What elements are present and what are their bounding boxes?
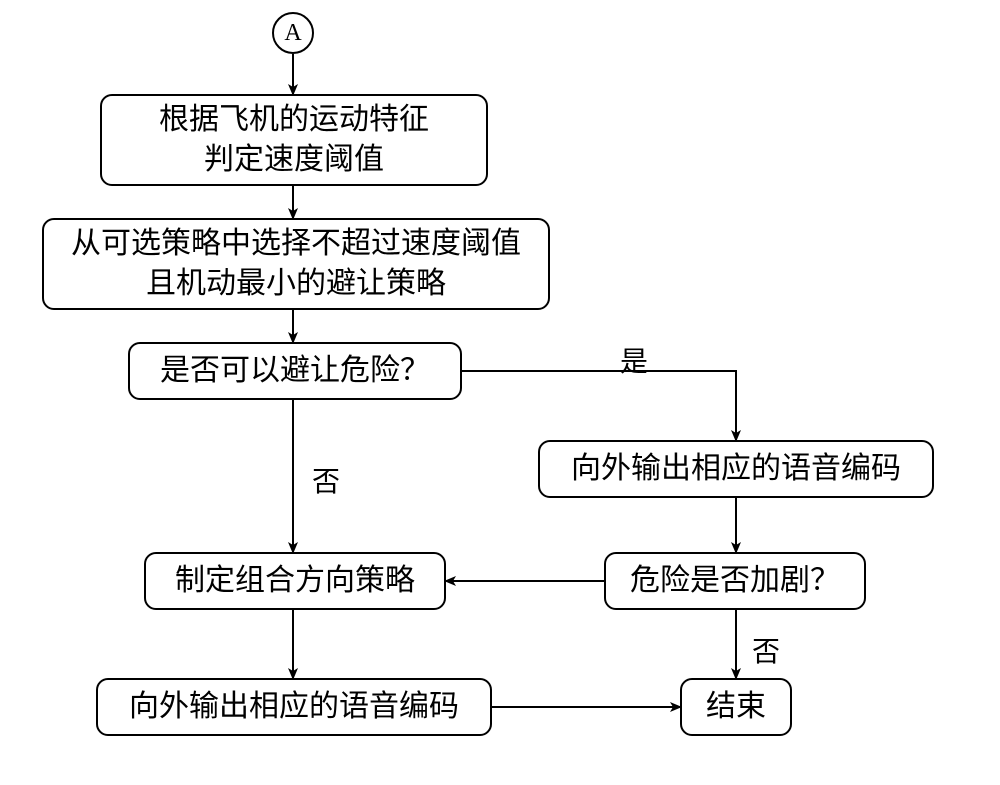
node-label: 危险是否加剧？ <box>630 561 840 602</box>
node-label: 从可选策略中选择不超过速度阈值且机动最小的避让策略 <box>71 224 521 305</box>
start-label: A <box>284 20 301 47</box>
edge-label-yes: 是 <box>620 340 648 380</box>
edge-label-no-1: 否 <box>312 460 340 500</box>
node-end: 结束 <box>680 678 792 736</box>
node-combined-strategy: 制定组合方向策略 <box>144 552 446 610</box>
edge-label-no-2: 否 <box>752 630 780 670</box>
start-node: A <box>272 12 314 54</box>
node-label: 结束 <box>706 687 766 728</box>
node-danger-worsen: 危险是否加剧？ <box>604 552 866 610</box>
node-select-strategy: 从可选策略中选择不超过速度阈值且机动最小的避让策略 <box>42 218 550 310</box>
node-label: 根据飞机的运动特征判定速度阈值 <box>159 100 429 181</box>
node-label: 制定组合方向策略 <box>175 561 415 602</box>
node-speed-threshold: 根据飞机的运动特征判定速度阈值 <box>100 94 488 186</box>
node-label: 是否可以避让危险？ <box>160 351 430 392</box>
node-output-voice-1: 向外输出相应的语音编码 <box>538 440 934 498</box>
node-output-voice-2: 向外输出相应的语音编码 <box>96 678 492 736</box>
node-label: 向外输出相应的语音编码 <box>129 687 459 728</box>
node-can-avoid: 是否可以避让危险？ <box>128 342 462 400</box>
node-label: 向外输出相应的语音编码 <box>571 449 901 490</box>
edge <box>462 371 736 440</box>
